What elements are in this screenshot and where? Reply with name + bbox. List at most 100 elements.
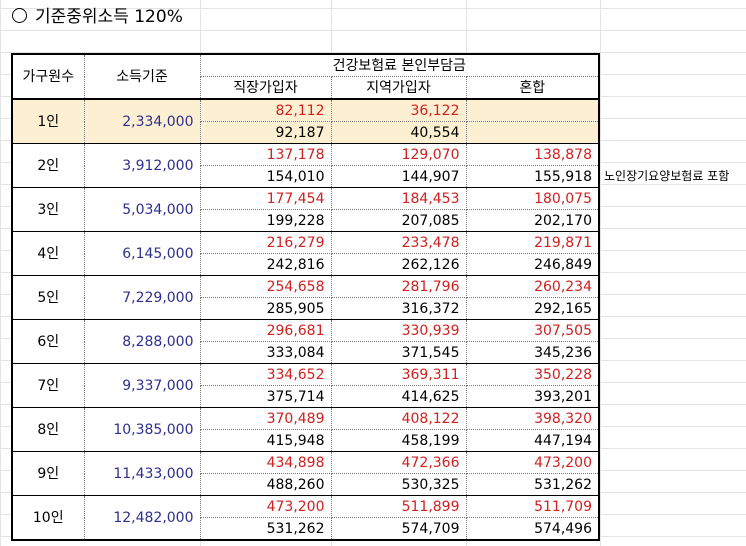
household-cell: 3인 xyxy=(11,187,85,232)
mixed-cell: 531,262 xyxy=(465,473,600,496)
household-cell: 1인 xyxy=(11,99,85,144)
table-row: 9인 11,433,000 434,898 472,366 473,200 xyxy=(11,451,600,496)
table-row: 531,262 574,709 574,496 xyxy=(12,517,600,541)
employee-cell: 92,187 xyxy=(199,121,332,144)
mixed-cell: 398,320 xyxy=(465,407,600,430)
premium-table: 가구원수 소득기준 건강보험료 본인부담금 직장가입자 지역가입자 혼합 1인 2… xyxy=(11,53,600,541)
mixed-cell: 511,709 xyxy=(465,495,600,518)
employee-cell: 334,652 xyxy=(199,363,332,386)
header-regional: 지역가입자 xyxy=(330,76,467,100)
employee-cell: 370,489 xyxy=(199,407,332,430)
mixed-cell: 447,194 xyxy=(465,429,600,452)
table-row: 6인 8,288,000 296,681 330,939 307,505 xyxy=(11,319,600,364)
mixed-cell: 393,201 xyxy=(465,385,600,408)
table-row: 2인 3,912,000 137,178 129,070 138,878 xyxy=(11,143,600,188)
regional-cell: 414,625 xyxy=(330,385,467,408)
mixed-cell: 307,505 xyxy=(465,319,600,342)
regional-cell: 129,070 xyxy=(330,143,467,166)
employee-cell: 177,454 xyxy=(199,187,332,210)
mixed-cell xyxy=(465,121,600,144)
table-row: 415,948 458,199 447,194 xyxy=(12,429,600,452)
regional-cell: 371,545 xyxy=(330,341,467,364)
regional-cell: 144,907 xyxy=(330,165,467,188)
regional-cell: 408,122 xyxy=(330,407,467,430)
household-cell: 7인 xyxy=(11,363,85,408)
regional-cell: 511,899 xyxy=(330,495,467,518)
sheet-title: 기준중위소득 120% xyxy=(12,6,183,28)
mixed-cell: 473,200 xyxy=(465,451,600,474)
table-row: 7인 9,337,000 334,652 369,311 350,228 xyxy=(11,363,600,408)
employee-cell: 254,658 xyxy=(199,275,332,298)
regional-cell: 207,085 xyxy=(330,209,467,232)
table-row: 375,714 414,625 393,201 xyxy=(12,385,600,408)
header-employee: 직장가입자 xyxy=(199,76,332,100)
regional-cell: 574,709 xyxy=(330,517,467,541)
employee-cell: 415,948 xyxy=(199,429,332,452)
income-cell: 2,334,000 xyxy=(83,99,201,144)
employee-cell: 242,816 xyxy=(199,253,332,276)
table-row: 92,187 40,554 xyxy=(12,121,600,144)
employee-cell: 137,178 xyxy=(199,143,332,166)
mixed-cell: 246,849 xyxy=(465,253,600,276)
employee-cell: 333,084 xyxy=(199,341,332,364)
table-row: 5인 7,229,000 254,658 281,796 260,234 xyxy=(11,275,600,320)
employee-cell: 531,262 xyxy=(199,517,332,541)
household-cell: 6인 xyxy=(11,319,85,364)
mixed-cell: 155,918 xyxy=(465,165,600,188)
income-cell: 11,433,000 xyxy=(83,451,201,496)
regional-cell: 281,796 xyxy=(330,275,467,298)
mixed-cell: 350,228 xyxy=(465,363,600,386)
mixed-cell: 180,075 xyxy=(465,187,600,210)
table-row: 8인 10,385,000 370,489 408,122 398,320 xyxy=(11,407,600,452)
regional-cell: 369,311 xyxy=(330,363,467,386)
header-income: 소득기준 xyxy=(83,54,201,100)
table-row: 242,816 262,126 246,849 xyxy=(12,253,600,276)
household-cell: 10인 xyxy=(11,495,85,541)
employee-cell: 296,681 xyxy=(199,319,332,342)
table-row: 154,010 144,907 155,918 xyxy=(12,165,600,188)
employee-cell: 199,228 xyxy=(199,209,332,232)
mixed-cell: 574,496 xyxy=(465,517,600,541)
household-cell: 5인 xyxy=(11,275,85,320)
income-cell: 3,912,000 xyxy=(83,143,201,188)
employee-cell: 154,010 xyxy=(199,165,332,188)
employee-cell: 82,112 xyxy=(199,99,332,122)
employee-cell: 434,898 xyxy=(199,451,332,474)
regional-cell: 184,453 xyxy=(330,187,467,210)
regional-cell: 472,366 xyxy=(330,451,467,474)
regional-cell: 36,122 xyxy=(330,99,467,122)
table-row: 333,084 371,545 345,236 xyxy=(12,341,600,364)
employee-cell: 216,279 xyxy=(199,231,332,254)
side-note: 노인장기요양보험료 포함 xyxy=(604,169,730,183)
employee-cell: 375,714 xyxy=(199,385,332,408)
table-row: 199,228 207,085 202,170 xyxy=(12,209,600,232)
employee-cell: 285,905 xyxy=(199,297,332,320)
income-cell: 8,288,000 xyxy=(83,319,201,364)
household-cell: 4인 xyxy=(11,231,85,276)
mixed-cell: 292,165 xyxy=(465,297,600,320)
mixed-cell: 202,170 xyxy=(465,209,600,232)
mixed-cell: 219,871 xyxy=(465,231,600,254)
circle-bullet-icon xyxy=(12,8,27,23)
table-row: 488,260 530,325 531,262 xyxy=(12,473,600,496)
income-cell: 9,337,000 xyxy=(83,363,201,408)
header-household: 가구원수 xyxy=(11,54,85,100)
regional-cell: 330,939 xyxy=(330,319,467,342)
grid-column-line xyxy=(600,0,601,546)
header-premium-group: 건강보험료 본인부담금 xyxy=(199,54,600,77)
employee-cell: 488,260 xyxy=(199,473,332,496)
household-cell: 2인 xyxy=(11,143,85,188)
regional-cell: 458,199 xyxy=(330,429,467,452)
table-row: 4인 6,145,000 216,279 233,478 219,871 xyxy=(11,231,600,276)
income-cell: 7,229,000 xyxy=(83,275,201,320)
employee-cell: 473,200 xyxy=(199,495,332,518)
income-cell: 10,385,000 xyxy=(83,407,201,452)
table-row: 3인 5,034,000 177,454 184,453 180,075 xyxy=(11,187,600,232)
mixed-cell: 260,234 xyxy=(465,275,600,298)
income-cell: 5,034,000 xyxy=(83,187,201,232)
regional-cell: 316,372 xyxy=(330,297,467,320)
mixed-cell: 345,236 xyxy=(465,341,600,364)
table-row: 285,905 316,372 292,165 xyxy=(12,297,600,320)
regional-cell: 262,126 xyxy=(330,253,467,276)
household-cell: 8인 xyxy=(11,407,85,452)
